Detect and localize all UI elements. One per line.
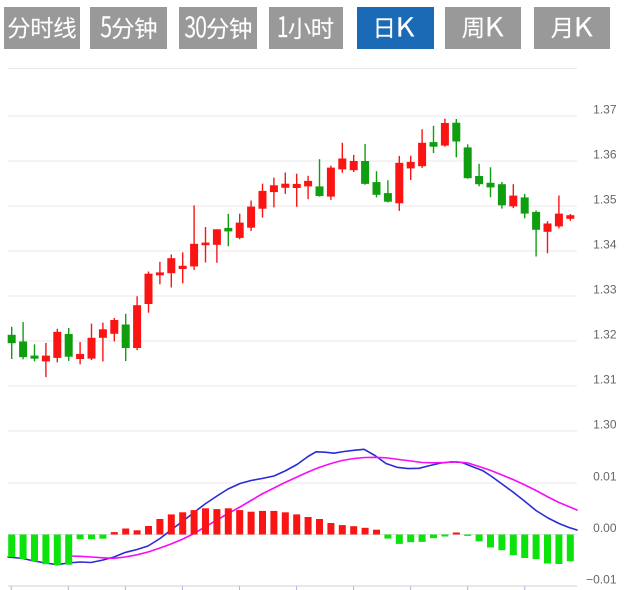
svg-text:1.31: 1.31 xyxy=(593,373,617,387)
svg-text:1.36: 1.36 xyxy=(593,148,617,162)
svg-text:1.32: 1.32 xyxy=(593,328,617,342)
svg-text:1.35: 1.35 xyxy=(593,193,617,207)
svg-text:0.00: 0.00 xyxy=(593,521,617,535)
svg-text:0.01: 0.01 xyxy=(593,470,617,484)
svg-text:−0.01: −0.01 xyxy=(586,573,617,587)
svg-text:1.37: 1.37 xyxy=(593,103,617,117)
svg-text:1.30: 1.30 xyxy=(593,418,617,432)
svg-text:1.33: 1.33 xyxy=(593,283,617,297)
svg-text:1.34: 1.34 xyxy=(593,238,617,252)
